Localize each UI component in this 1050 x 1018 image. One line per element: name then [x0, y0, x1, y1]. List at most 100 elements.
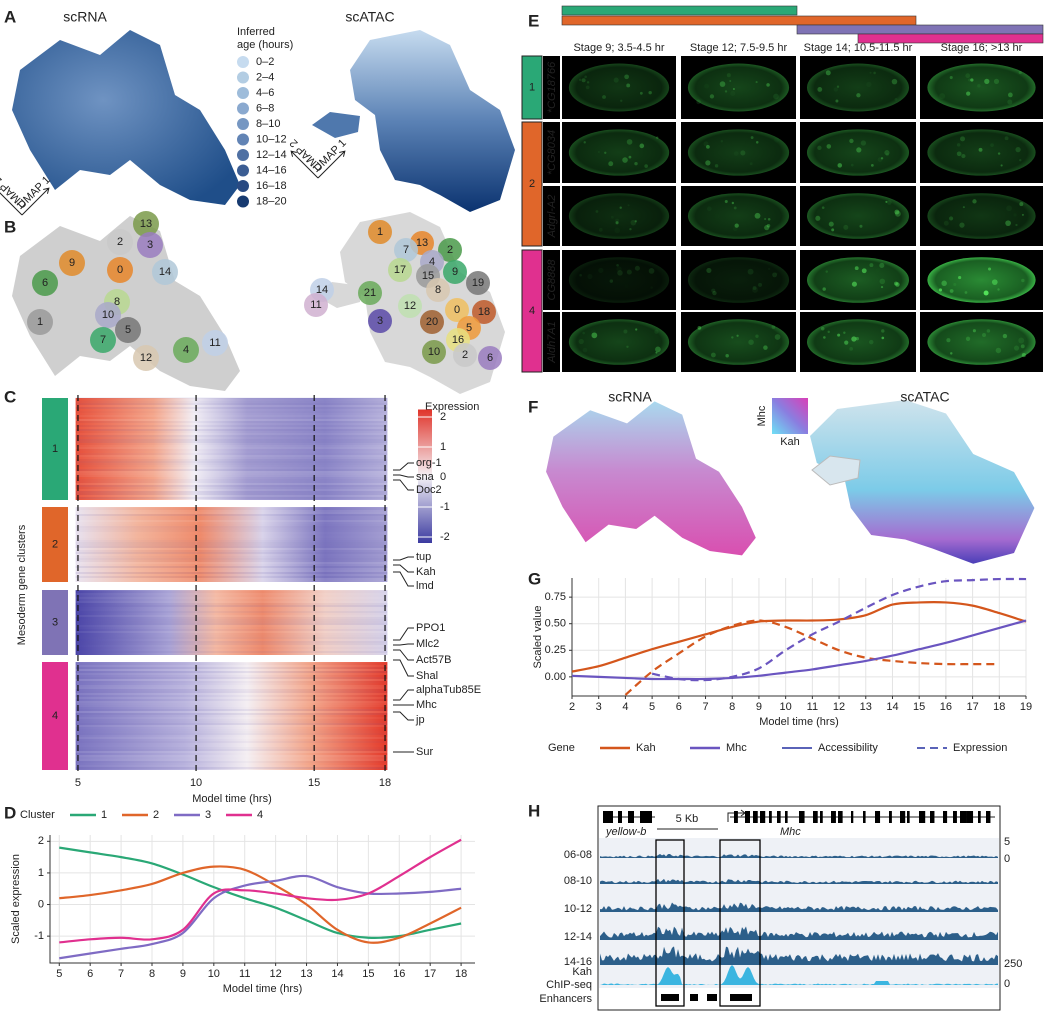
y-axis-title: Scaled expression	[10, 854, 22, 944]
legend-swatch	[237, 71, 249, 84]
signal-speck	[1019, 158, 1022, 162]
heatmap-band	[75, 398, 388, 500]
cluster-region	[137, 232, 163, 258]
signal-speck	[861, 268, 867, 274]
legend-label: 14–16	[256, 164, 287, 176]
exon	[900, 811, 906, 823]
x-tick-label: 4	[622, 701, 628, 713]
colorbar-label: 1	[440, 441, 446, 453]
exon	[831, 811, 836, 823]
signal-speck	[595, 210, 599, 213]
umap-title: scRNA	[608, 389, 652, 405]
signal-speck	[578, 338, 584, 345]
embryo	[806, 63, 910, 112]
x-tick-label: 12	[833, 701, 845, 713]
signal-speck	[724, 90, 728, 93]
signal-speck	[764, 217, 767, 221]
x-tick-label: 11	[239, 968, 250, 980]
x-tick-label: 11	[807, 701, 818, 713]
legend-title: Gene	[548, 742, 575, 754]
signal-speck	[977, 83, 981, 88]
signal-speck	[1018, 337, 1025, 344]
umap-embedding	[12, 30, 240, 205]
embryo	[568, 63, 670, 112]
exon	[863, 811, 866, 823]
group-bar	[521, 121, 543, 247]
signal-speck	[881, 336, 885, 340]
cluster-region	[90, 327, 116, 353]
panel-label: F	[528, 397, 538, 416]
exon	[960, 811, 967, 823]
signal-speck	[630, 219, 637, 226]
signal-speck	[949, 216, 954, 221]
panel-label: H	[528, 801, 540, 820]
signal-speck	[582, 347, 588, 353]
signal-speck	[620, 99, 623, 102]
group-label: 2	[529, 178, 535, 190]
signal-speck	[615, 218, 620, 223]
signal-speck	[598, 227, 603, 232]
legend-swatch	[237, 118, 249, 130]
signal-speck	[965, 73, 971, 79]
cluster-region	[443, 260, 467, 284]
signal-speck	[950, 352, 953, 355]
gene-leader	[393, 711, 414, 721]
axis-label: UMAP 2	[288, 137, 325, 174]
signal-speck	[613, 77, 619, 83]
gene-label: alphaTub85E	[416, 684, 481, 696]
signal-speck	[736, 334, 739, 337]
embryo	[687, 129, 790, 176]
signal-speck	[836, 85, 840, 88]
gene-label: Mhc	[416, 699, 437, 711]
signal-speck	[731, 201, 735, 205]
signal-speck	[938, 288, 943, 292]
exon	[986, 811, 991, 823]
x-tick-label: 15	[913, 701, 925, 713]
signal-speck	[856, 93, 861, 98]
signal-speck	[767, 217, 771, 221]
gene-label: PPO1	[416, 622, 445, 634]
exon	[753, 811, 758, 823]
legend-swatch	[237, 195, 249, 208]
x-tick-label: 7	[702, 701, 708, 713]
umap-embedding	[312, 112, 360, 138]
cluster-region	[107, 229, 133, 255]
cluster-label: 3	[52, 616, 58, 628]
axis-arrow	[0, 187, 50, 216]
signal-speck	[764, 225, 770, 231]
signal-speck	[714, 164, 719, 168]
cluster-region	[152, 259, 178, 285]
signal-speck	[844, 340, 849, 345]
colorbar-label: -2	[440, 531, 450, 543]
colorbar-label: -1	[440, 501, 450, 513]
gene-label-bg	[543, 122, 560, 183]
embryo	[806, 319, 910, 365]
x-tick-label: 2	[569, 701, 575, 713]
signal-speck	[825, 70, 831, 76]
embryo	[806, 129, 910, 176]
x-tick-label: 8	[729, 701, 735, 713]
signal-speck	[626, 345, 629, 349]
panel-label: D	[4, 803, 16, 822]
track-scale: 5	[1004, 836, 1010, 848]
signal-speck	[877, 157, 883, 162]
x-tick-label: 16	[940, 701, 952, 713]
gene-leader	[393, 564, 414, 573]
exon	[628, 811, 634, 823]
panel-label: G	[528, 569, 541, 588]
exon	[734, 811, 738, 823]
cluster-bar	[42, 398, 68, 500]
signal-speck	[634, 220, 637, 223]
legend-label: 1	[101, 809, 107, 821]
x-tick-label: 5	[649, 701, 655, 713]
signal-speck	[655, 351, 658, 354]
cluster-label: 11	[209, 337, 220, 349]
signal-speck	[724, 200, 728, 204]
signal-speck	[859, 224, 863, 228]
x-tick-label: 3	[596, 701, 602, 713]
exon	[889, 811, 892, 823]
signal-speck	[894, 209, 900, 215]
cluster-label: 4	[52, 710, 58, 722]
cluster-label: 7	[403, 244, 409, 256]
signal-speck	[1021, 353, 1026, 358]
